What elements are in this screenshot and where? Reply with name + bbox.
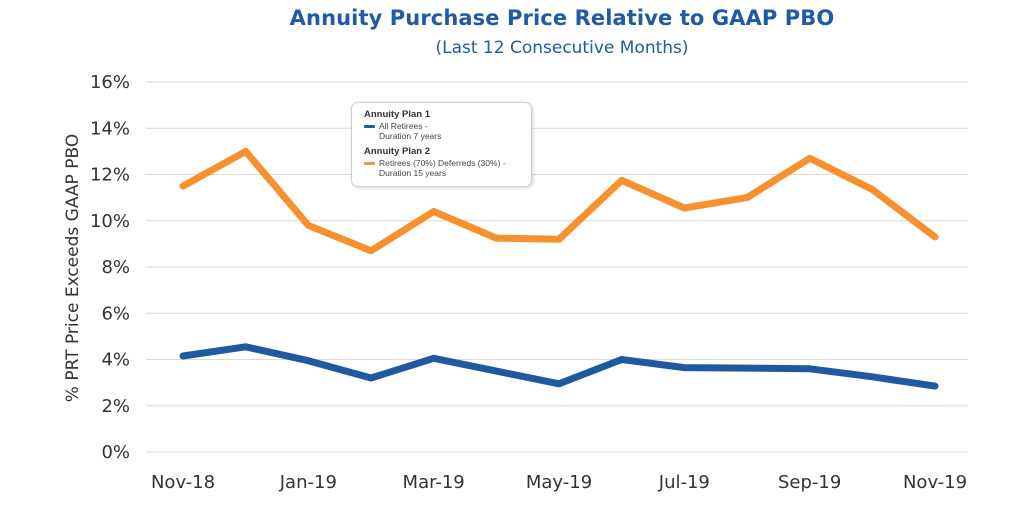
data-point [493, 368, 499, 374]
gridlines [146, 81, 968, 453]
y-tick-label: 10% [90, 211, 130, 232]
series-line-plan-1 [179, 343, 939, 390]
data-point [681, 365, 687, 371]
y-tick-label: 0% [101, 442, 130, 463]
data-point [305, 358, 311, 364]
data-point [180, 353, 186, 359]
legend-description: Duration 7 years [379, 131, 442, 141]
y-tick-label: 12% [90, 165, 130, 186]
legend: Annuity Plan 1 All Retirees - Duration 7… [351, 102, 532, 187]
data-point [431, 209, 437, 214]
legend-item-plan-1: Annuity Plan 1 All Retirees - Duration 7… [364, 109, 523, 141]
legend-description: Retirees (70%) Deferreds (30%) - [379, 158, 506, 168]
legend-description: All Retirees - [379, 121, 428, 131]
x-tick-label: Jul-19 [658, 472, 710, 493]
legend-item-plan-2: Annuity Plan 2 Retirees (70%) Deferreds … [364, 146, 523, 178]
data-point [869, 374, 875, 380]
data-point [431, 355, 437, 361]
data-point [368, 248, 374, 254]
series-line-plan-2 [179, 147, 939, 255]
y-axis-title: % PRT Price Exceeds GAAP PBO [63, 134, 83, 402]
data-point [932, 234, 938, 240]
legend-swatch [364, 162, 375, 165]
data-point [807, 155, 813, 161]
x-tick-label: Nov-18 [151, 472, 215, 493]
chart-title: Annuity Purchase Price Relative to GAAP … [289, 6, 835, 30]
data-point [305, 222, 311, 228]
data-point [619, 177, 625, 183]
data-point [556, 381, 562, 387]
chart-subtitle: (Last 12 Consecutive Months) [435, 38, 689, 58]
x-axis-ticks: Nov-18 Jan-19 Mar-19 May-19 Jul-19 Sep-19 Nov-… [151, 472, 967, 493]
data-point [180, 183, 186, 189]
y-tick-label: 6% [101, 303, 130, 324]
data-point [493, 235, 499, 241]
data-point [932, 383, 938, 389]
y-tick-label: 2% [101, 396, 130, 417]
legend-label: Annuity Plan 1 [364, 109, 430, 120]
data-point [744, 365, 750, 371]
x-tick-label: Mar-19 [403, 472, 465, 493]
data-point [807, 366, 813, 372]
x-tick-label: Sep-19 [778, 472, 841, 493]
data-point [619, 357, 625, 362]
legend-swatch [364, 125, 375, 128]
data-point [744, 195, 750, 201]
x-tick-label: Nov-19 [903, 472, 967, 493]
x-tick-label: Jan-19 [279, 472, 337, 493]
data-point [243, 148, 249, 154]
x-tick-label: May-19 [526, 472, 592, 493]
series-lines [179, 147, 939, 390]
y-tick-label: 16% [90, 72, 130, 93]
y-tick-label: 14% [90, 118, 130, 139]
legend-label: Annuity Plan 2 [364, 146, 430, 157]
data-point [869, 187, 875, 193]
y-tick-label: 8% [101, 257, 130, 278]
data-point [243, 344, 249, 350]
data-point [681, 205, 687, 211]
y-tick-label: 4% [101, 350, 130, 371]
y-axis-ticks: 0% 2% 4% 6% 8% 10% 12% 14% 16% [90, 72, 130, 463]
legend-description: Duration 15 years [379, 168, 447, 178]
data-point [556, 236, 562, 242]
data-point [368, 375, 374, 381]
